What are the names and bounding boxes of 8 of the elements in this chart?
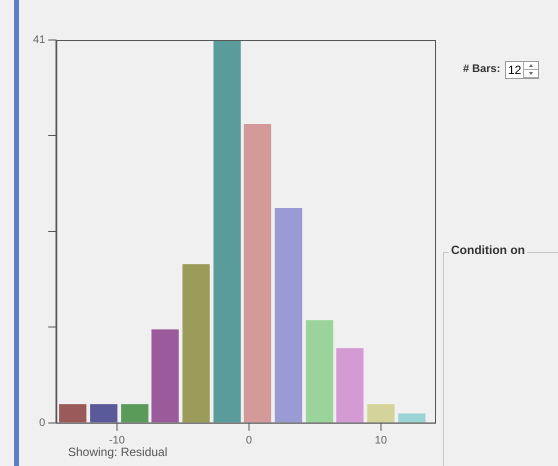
x-tick-label: 0 [246,434,252,446]
y-tick-label: 41 [32,34,46,46]
x-tick-label: 10 [374,434,388,446]
x-tick-label: -10 [108,434,125,446]
text: Condition on [449,243,527,257]
text: 12 [505,61,539,79]
text: # Bars: [463,63,500,75]
text: Showing: Residual [68,445,168,459]
